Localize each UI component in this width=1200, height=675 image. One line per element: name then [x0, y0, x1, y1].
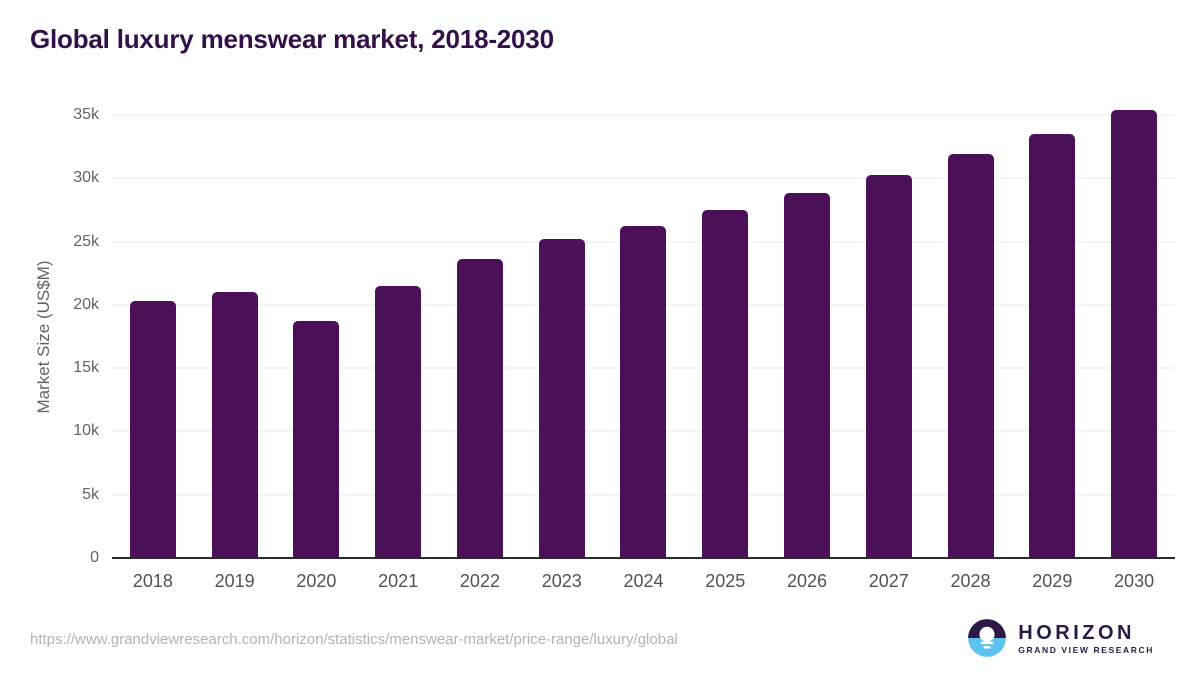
bar-chart-plot-area: Market Size (US$M) 0 5k 10k 15k 20k 25k 30k 35k… — [34, 106, 1175, 591]
bar-slot-2026 — [766, 115, 848, 558]
x-tick-2020: 2020 — [296, 571, 337, 591]
bar-2019[interactable] — [211, 292, 258, 558]
x-tick-2021: 2021 — [378, 571, 419, 591]
y-tick-5k: 5k — [82, 485, 99, 503]
bar-2023[interactable] — [538, 239, 585, 558]
logo-title: HORIZON — [1018, 621, 1135, 644]
horizon-logo: HORIZON GRAND VIEW RESEARCH — [966, 617, 1154, 659]
bars-container — [112, 109, 1175, 558]
x-tick-2022: 2022 — [459, 571, 500, 591]
x-tick-2024: 2024 — [623, 571, 664, 591]
bar-slot-2025 — [684, 115, 766, 558]
y-tick-35k: 35k — [73, 106, 99, 123]
gridline-35k — [112, 114, 1175, 116]
bar-2027[interactable] — [865, 174, 912, 558]
bar-slot-2028 — [930, 115, 1012, 558]
source-url: https://www.grandviewresearch.com/horizo… — [30, 631, 678, 648]
x-tick-2018: 2018 — [132, 571, 173, 591]
gridline-30k — [112, 177, 1175, 179]
y-tick-30k: 30k — [73, 169, 99, 187]
bar-2021[interactable] — [375, 285, 422, 558]
x-tick-labels: 2018 2019 2020 2021 2022 2023 2024 2025 2026 2027… — [112, 571, 1175, 592]
bar-2024[interactable] — [620, 226, 667, 558]
logo-subtitle: GRAND VIEW RESEARCH — [1018, 644, 1154, 655]
x-tick-2026: 2026 — [786, 571, 828, 591]
y-tick-25k: 25k — [73, 232, 99, 250]
bar-slot-2020 — [276, 115, 358, 558]
bar-slot-2027 — [848, 115, 930, 558]
x-tick-2025: 2025 — [705, 571, 746, 591]
bar-slot-2019 — [194, 115, 276, 558]
x-tick-2027: 2027 — [868, 571, 909, 591]
logo-text: HORIZON GRAND VIEW RESEARCH — [1018, 622, 1154, 655]
y-tick-10k: 10k — [73, 422, 99, 440]
bar-2030[interactable] — [1111, 109, 1158, 558]
bar-slot-2021 — [357, 115, 439, 558]
y-tick-15k: 15k — [73, 359, 99, 377]
y-axis-title: Market Size (US$M) — [34, 259, 53, 414]
bar-slot-2018 — [112, 115, 194, 558]
x-tick-2030: 2030 — [1114, 571, 1155, 591]
bar-2020[interactable] — [293, 321, 340, 558]
x-tick-2028: 2028 — [950, 571, 991, 591]
bar-2025[interactable] — [702, 209, 749, 558]
bar-slot-2023 — [521, 115, 603, 558]
horizon-logo-icon — [968, 619, 1007, 657]
bar-2028[interactable] — [947, 154, 994, 558]
bar-slot-2024 — [603, 115, 685, 558]
x-axis-line — [112, 557, 1175, 559]
x-tick-2029: 2029 — [1032, 571, 1073, 591]
bar-2029[interactable] — [1029, 134, 1076, 558]
bar-2022[interactable] — [456, 259, 503, 558]
bar-2026[interactable] — [784, 193, 830, 558]
y-tick-0: 0 — [90, 549, 99, 566]
y-tick-20k: 20k — [73, 295, 99, 313]
bar-slot-2022 — [439, 115, 521, 558]
x-tick-2023: 2023 — [541, 571, 582, 591]
chart-title: Global luxury menswear market, 2018-2030 — [30, 24, 554, 54]
bar-2018[interactable] — [129, 301, 176, 558]
bar-slot-2029 — [1011, 115, 1093, 558]
x-tick-2019: 2019 — [214, 571, 255, 591]
bar-slot-2030 — [1093, 109, 1175, 558]
